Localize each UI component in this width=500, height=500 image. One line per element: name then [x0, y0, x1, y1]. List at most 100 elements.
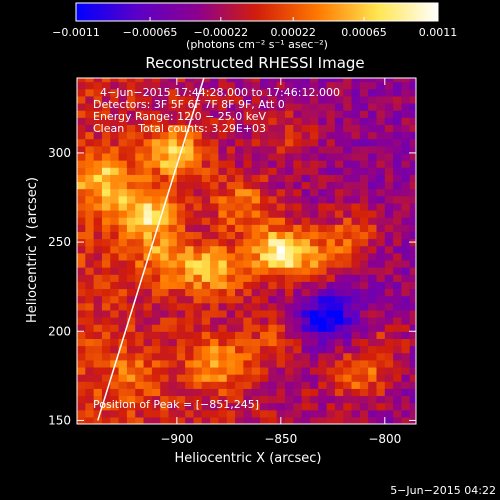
heatmap-cell [143, 88, 153, 97]
heatmap-cell [210, 288, 220, 297]
heatmap-cell [243, 345, 253, 354]
heatmap-cell [218, 95, 228, 104]
heatmap-cell [110, 195, 120, 204]
heatmap-cell [351, 416, 361, 424]
heatmap-cell [210, 188, 220, 197]
heatmap-cell [318, 281, 328, 290]
heatmap-cell [409, 395, 416, 404]
heatmap-cell [251, 138, 261, 147]
heatmap-cell [85, 352, 95, 361]
heatmap-cell [251, 252, 261, 261]
heatmap-cell [185, 252, 195, 261]
heatmap-cell [77, 409, 86, 418]
heatmap-cell [409, 78, 416, 83]
heatmap-cell [201, 402, 211, 411]
heatmap-cell [176, 174, 186, 183]
heatmap-cell [243, 117, 253, 125]
heatmap-cell [151, 167, 161, 175]
heatmap-cell [293, 316, 303, 325]
heatmap-cell [334, 81, 344, 90]
heatmap-cell [401, 345, 411, 354]
heatmap-cell [384, 295, 394, 304]
heatmap-cell [343, 395, 353, 404]
heatmap-cell [226, 181, 236, 190]
heatmap-cell [251, 209, 261, 218]
heatmap-cell [359, 302, 369, 311]
heatmap-cell [318, 416, 328, 424]
heatmap-cell [176, 288, 186, 297]
heatmap-cell [118, 252, 128, 261]
heatmap-cell [343, 110, 353, 118]
heatmap-cell [260, 381, 269, 389]
heatmap-cell [251, 324, 261, 332]
heatmap-cell [193, 245, 203, 254]
heatmap-cell [384, 152, 394, 161]
heatmap-cell [284, 131, 294, 140]
heatmap-cell [151, 152, 161, 161]
heatmap-cell [168, 238, 178, 247]
heatmap-cell [235, 117, 244, 125]
heatmap-cell [268, 374, 278, 382]
heatmap-cell [293, 374, 303, 382]
heatmap-cell [118, 245, 128, 254]
heatmap-cell [351, 145, 361, 154]
heatmap-cell [110, 295, 120, 304]
heatmap-cell [168, 195, 178, 204]
heatmap-cell [401, 181, 411, 190]
heatmap-cell [218, 145, 228, 154]
heatmap-cell [226, 78, 236, 83]
heatmap-cell [193, 267, 203, 275]
heatmap-cell [384, 217, 394, 225]
heatmap-cell [326, 181, 336, 190]
heatmap-cell [260, 302, 269, 311]
heatmap-cell [326, 331, 336, 339]
heatmap-cell [243, 131, 253, 140]
heatmap-cell [126, 217, 136, 225]
heatmap-cell [260, 110, 269, 118]
heatmap-cell [151, 78, 161, 83]
heatmap-cell [326, 416, 336, 424]
heatmap-cell [393, 416, 403, 424]
heatmap-cell [376, 402, 386, 411]
heatmap-cell [135, 402, 145, 411]
heatmap-cell [268, 88, 278, 97]
heatmap-cell [101, 309, 111, 318]
heatmap-cell [226, 309, 236, 318]
heatmap-cell [359, 102, 369, 111]
heatmap-cell [176, 309, 186, 318]
heatmap-cell [309, 288, 319, 297]
heatmap-cell [185, 359, 195, 368]
heatmap-cell [176, 167, 186, 175]
heatmap-cell [160, 117, 170, 125]
heatmap-cell [101, 117, 111, 125]
heatmap-cell [185, 195, 195, 204]
heatmap-cell [101, 252, 111, 261]
heatmap-cell [168, 124, 178, 133]
heatmap-cell [118, 274, 128, 282]
heatmap-cell [318, 409, 328, 418]
heatmap-cell [276, 259, 286, 268]
heatmap-cell [393, 359, 403, 368]
heatmap-cell [185, 174, 195, 183]
heatmap-cell [126, 366, 136, 375]
heatmap-cell [368, 252, 378, 261]
heatmap-cell [143, 81, 153, 90]
heatmap-cell [318, 267, 328, 275]
heatmap-cell [368, 316, 378, 325]
heatmap-cell [326, 324, 336, 332]
heatmap-cell [126, 331, 136, 339]
heatmap-cell [143, 388, 153, 397]
heatmap-cell [218, 359, 228, 368]
heatmap-cell [210, 174, 220, 183]
heatmap-cell [151, 395, 161, 404]
colorbar: −0.0011 −0.00065 −0.00022 0.00022 0.00065 0.0… [52, 2, 457, 51]
heatmap-cell [334, 245, 344, 254]
heatmap-cell [93, 381, 103, 389]
heatmap-cell [293, 167, 303, 175]
heatmap-cell [326, 238, 336, 247]
heatmap-cell [210, 124, 220, 133]
heatmap-cell [85, 145, 95, 154]
heatmap-cell [201, 145, 211, 154]
heatmap-cell [218, 124, 228, 133]
heatmap-cell [376, 245, 386, 254]
